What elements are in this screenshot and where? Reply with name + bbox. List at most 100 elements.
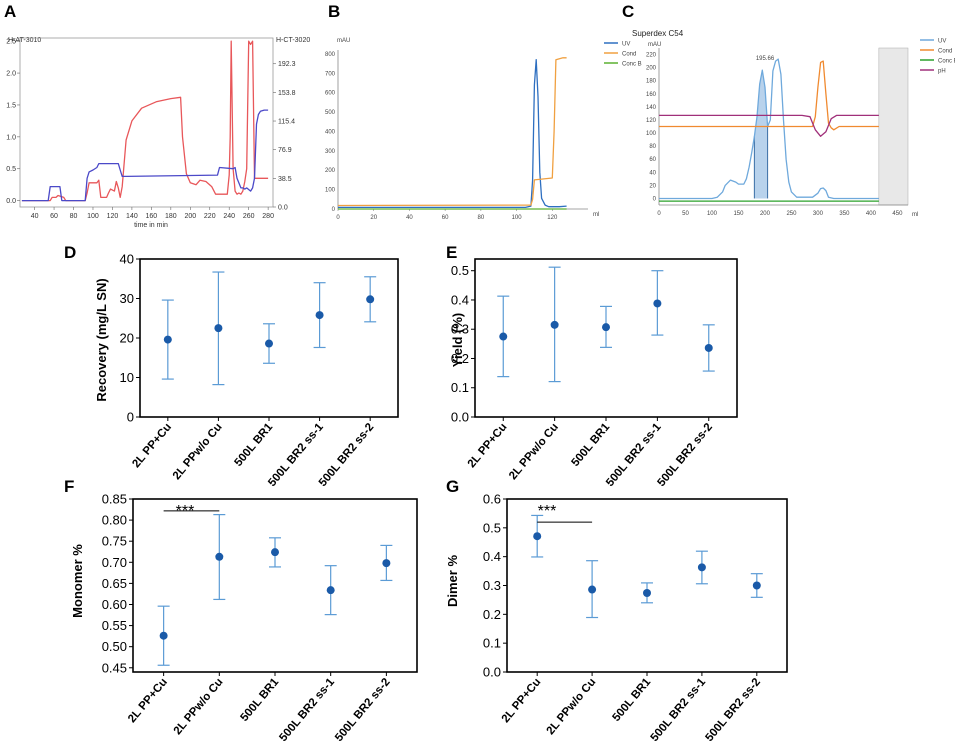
- chart-panel-g: Dimer % *** 0.0 0.1 0.2 0.3 0.4 0.5 0.6 2L PP+C…: [445, 492, 788, 744]
- x-tick-label: 400: [866, 211, 877, 217]
- y-tick-label: 0.3: [451, 322, 469, 337]
- series-line-ph: [659, 114, 879, 137]
- y-axis-label: mAU: [648, 42, 661, 48]
- y-tick-label: 0.0: [451, 410, 469, 425]
- data-point: [533, 532, 542, 541]
- series-line-cond: [659, 60, 879, 131]
- panel-label-e: E: [446, 243, 457, 262]
- y-tick-label: 0.45: [102, 660, 127, 675]
- data-point: [697, 563, 706, 572]
- y-tick-label: 700: [325, 71, 336, 77]
- x-tick-label: 2L PP+Cu: [130, 421, 174, 470]
- plot-frame: [132, 498, 418, 673]
- y-tick-label: 1.5: [6, 102, 16, 109]
- series-line-uv: [338, 59, 567, 209]
- y-tick-label: 0.60: [102, 597, 127, 612]
- y-tick-label: 2.5: [6, 39, 16, 46]
- left-axis-label: H-AT-3010: [8, 37, 41, 44]
- y-tick-label: 0: [332, 207, 336, 213]
- peak-annotation: 195.66: [756, 56, 775, 62]
- y2-tick-label: 0.0: [278, 205, 288, 212]
- legend-label-cond: Cond: [938, 49, 952, 55]
- series-line-red-trace: [21, 40, 269, 202]
- y-tick-label: 40: [649, 170, 656, 176]
- y-tick-label: 0.0: [6, 198, 16, 205]
- x-tick-label: 500L BR2 ss-2: [333, 676, 393, 744]
- x-tick-label: 500L BR2 ss-1: [649, 676, 709, 744]
- y-tick-label: 0: [127, 410, 134, 425]
- data-point: [159, 631, 168, 640]
- x-tick-label: 450: [892, 211, 903, 217]
- legend-label-conc-b: Conc B: [622, 62, 642, 68]
- x-tick-label: 80: [70, 213, 78, 220]
- y-tick-label: 20: [649, 183, 656, 189]
- data-point: [215, 552, 224, 561]
- x-tick-label: 150: [733, 211, 744, 217]
- x-tick-label: 2L PPw/o Cu: [545, 676, 599, 737]
- x-tick-label: 500L BR1: [611, 676, 654, 724]
- plot-frame: [19, 37, 274, 208]
- legend-label-ph: pH: [938, 69, 946, 75]
- x-tick-label: 160: [146, 213, 158, 220]
- x-tick-label: 140: [126, 213, 138, 220]
- x-tick-label: 250: [786, 211, 797, 217]
- y-tick-label: 0.6: [483, 492, 501, 507]
- x-tick-label: 60: [50, 213, 58, 220]
- chart-panel-b: mAU ml 0 20 40 60 80 100 120 0 100 200 300 400 500 60…: [325, 38, 642, 221]
- legend-label-cond: Cond: [622, 52, 636, 58]
- x-tick-label: 0: [336, 215, 340, 221]
- y-tick-label: 0.1: [451, 380, 469, 395]
- y-tick-label: 0.4: [451, 292, 469, 307]
- y-axis-label: mAU: [337, 38, 350, 44]
- legend-label-uv: UV: [938, 39, 946, 45]
- x-tick-label: 180: [165, 213, 177, 220]
- y-tick-label: 60: [649, 157, 656, 163]
- x-tick-label: 2L PP+Cu: [126, 676, 170, 725]
- data-point: [163, 335, 172, 344]
- x-tick-label: 80: [478, 215, 485, 221]
- data-point: [550, 320, 559, 329]
- y2-tick-label: 153.8: [278, 90, 296, 97]
- x-tick-label: 2L PPw/o Cu: [172, 676, 226, 737]
- data-point: [271, 548, 279, 557]
- x-tick-label: 200: [184, 213, 196, 220]
- right-axis-label: H-CT-3020: [276, 37, 310, 44]
- x-axis-unit: ml: [593, 212, 599, 218]
- y-tick-label: 0.55: [102, 618, 127, 633]
- y-tick-label: 300: [325, 149, 336, 155]
- x-tick-label: 120: [547, 215, 558, 221]
- y-tick-label: 200: [325, 168, 336, 174]
- y-tick-label: 0.50: [102, 639, 127, 654]
- data-point: [315, 311, 324, 320]
- data-point: [214, 324, 223, 333]
- data-point: [752, 581, 761, 590]
- y-tick-label: 0.5: [483, 520, 501, 535]
- y-tick-label: 0.75: [102, 534, 127, 549]
- y-tick-label: 40: [120, 252, 134, 267]
- y-tick-label: 140: [646, 105, 657, 111]
- data-point: [643, 588, 651, 597]
- chart-title: Superdex C54: [632, 29, 684, 38]
- x-tick-label: 500L BR2 ss-2: [317, 421, 377, 489]
- excluded-region: [878, 47, 909, 206]
- y-tick-label: 400: [325, 129, 336, 135]
- y-tick-label: 160: [646, 92, 657, 98]
- panel-label-g: G: [446, 477, 459, 496]
- x-tick-label: 500L BR2 ss-2: [704, 676, 764, 744]
- x-tick-label: 100: [87, 213, 99, 220]
- significance-label: ***: [538, 503, 557, 520]
- x-tick-label: 100: [512, 215, 523, 221]
- x-tick-label: 2L PPw/o Cu: [507, 421, 561, 482]
- x-tick-label: 300: [813, 211, 824, 217]
- y-tick-label: 0: [653, 196, 657, 202]
- panel-label-a: A: [4, 2, 16, 21]
- x-tick-label: 260: [243, 213, 255, 220]
- x-tick-label: 500L BR2 ss-1: [266, 421, 326, 489]
- y-tick-label: 80: [649, 144, 656, 150]
- x-tick-label: 2L PP+Cu: [466, 421, 510, 470]
- x-tick-label: 120: [107, 213, 119, 220]
- x-tick-label: 100: [707, 211, 718, 217]
- series-line-blue-trace: [21, 109, 269, 202]
- chart-panel-a: H-AT-3010 H-CT-3020 time in min 40 60 80 10…: [6, 37, 310, 229]
- x-tick-label: 200: [760, 211, 771, 217]
